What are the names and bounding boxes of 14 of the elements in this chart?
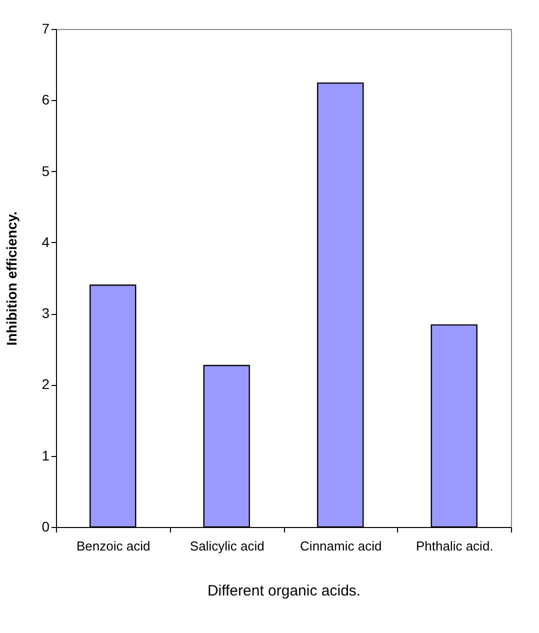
- y-tick-label: 1: [42, 447, 50, 464]
- y-tick-label: 7: [42, 20, 50, 36]
- y-tick-label: 4: [42, 234, 50, 250]
- x-tick-label: Salicylic acid: [190, 538, 264, 554]
- y-tick-label: 2: [42, 376, 50, 392]
- x-tick-label: Cinnamic acid: [300, 538, 382, 554]
- y-axis-title: Inhibition efficiency.: [4, 211, 20, 346]
- y-tick-label: 5: [42, 162, 50, 179]
- y-tick-label: 3: [42, 305, 50, 322]
- x-tick-label: Benzoic acid: [76, 538, 150, 554]
- y-tick-label: 6: [42, 92, 50, 108]
- y-tick-label: 0: [42, 518, 50, 534]
- x-axis-title: Different organic acids.: [207, 582, 361, 600]
- x-tick-label: Phthalic acid.: [416, 538, 494, 554]
